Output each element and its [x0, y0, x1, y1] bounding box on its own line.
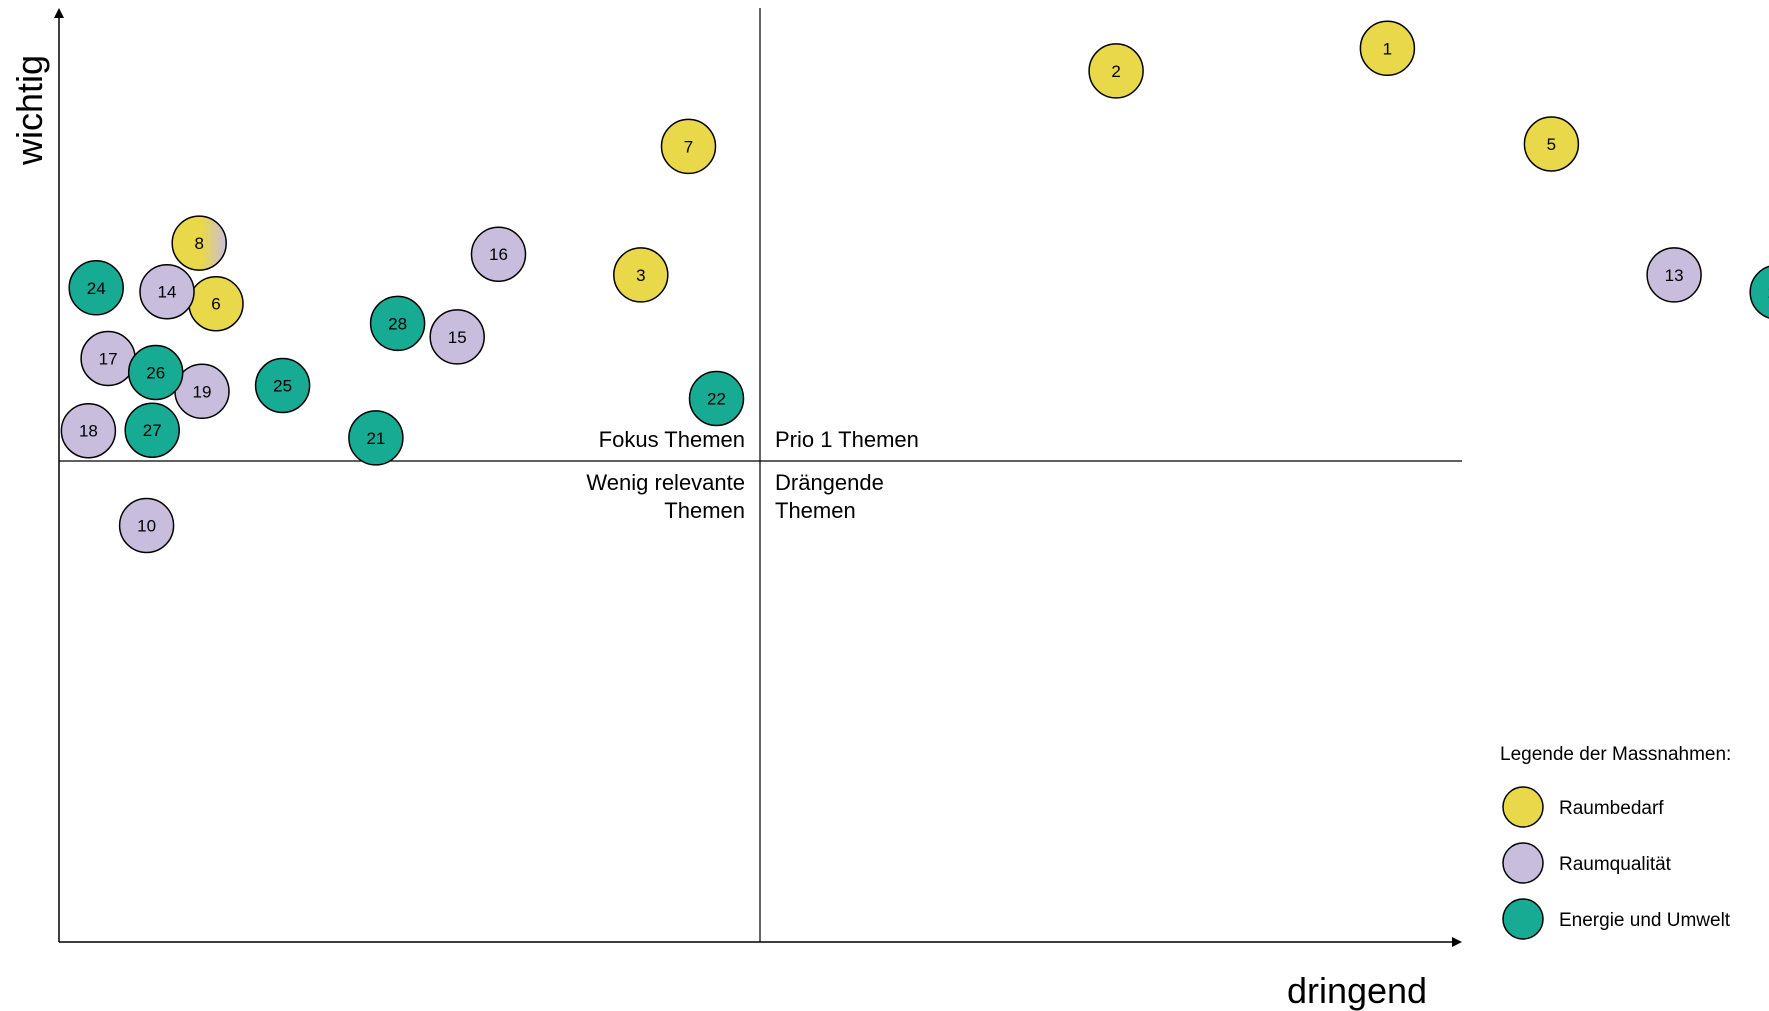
data-point-label-17: 17 — [99, 350, 118, 369]
data-point-label-25: 25 — [273, 377, 292, 396]
data-point-label-3: 3 — [636, 266, 645, 285]
quadrant-label-top-left: Fokus Themen — [599, 427, 745, 452]
data-point-label-19: 19 — [193, 382, 212, 401]
legend-swatch-energie — [1502, 898, 1544, 940]
data-point-label-26: 26 — [146, 364, 165, 383]
quadrant-label-bottom-left-line2: Themen — [664, 498, 745, 523]
data-point-label-1: 1 — [1383, 39, 1392, 58]
data-point-7 — [660, 118, 717, 175]
data-point-label-15: 15 — [448, 328, 467, 347]
data-point-label-8: 8 — [194, 234, 203, 253]
legend-label-raumbedarf: Raumbedarf — [1559, 798, 1664, 819]
data-point-24 — [68, 260, 124, 316]
data-point-13 — [1646, 247, 1702, 303]
data-point-label-22: 22 — [707, 390, 726, 409]
data-point-label-28: 28 — [388, 314, 407, 333]
data-point-16 — [470, 226, 527, 282]
data-point-label-5: 5 — [1547, 135, 1556, 154]
data-point-label-27: 27 — [143, 421, 162, 440]
data-point-label-18: 18 — [79, 422, 98, 441]
data-point-26 — [127, 344, 184, 401]
x-axis-title: dringend — [1287, 970, 1427, 1011]
data-point-27 — [124, 402, 180, 458]
data-point-15 — [429, 309, 485, 365]
legend-label-raumqualitaet: Raumqualität — [1559, 854, 1672, 875]
data-point-18 — [60, 402, 117, 459]
data-point-1 — [1359, 20, 1416, 77]
data-point-label-16: 16 — [489, 245, 508, 264]
data-point-28 — [369, 295, 426, 352]
data-point-label-24: 24 — [87, 279, 106, 298]
data-point-22 — [688, 370, 745, 427]
data-point-label-6: 6 — [211, 295, 220, 314]
data-point-label-21: 21 — [366, 429, 385, 448]
legend-title: Legende der Massnahmen: — [1500, 744, 1731, 765]
data-point-10 — [118, 497, 175, 554]
data-point-8 — [171, 215, 227, 271]
quadrant-label-bottom-right-line2: Themen — [775, 498, 856, 523]
legend-swatch-raumbedarf — [1502, 786, 1544, 828]
legend-label-energie: Energie und Umwelt — [1559, 910, 1731, 931]
data-point-3 — [613, 247, 669, 303]
data-point-label-13: 13 — [1665, 266, 1684, 285]
data-point-label-23: 23 — [1768, 283, 1769, 302]
data-points: 1234567891011121314151617181920212223242… — [60, 20, 1769, 554]
quadrant-label-bottom-right-line1: Drängende — [775, 470, 884, 495]
quadrant-label-bottom-left-line1: Wenig relevante — [586, 470, 745, 495]
legend: Legende der Massnahmen: Raumbedarf Raumq… — [1500, 744, 1731, 940]
data-point-label-2: 2 — [1111, 62, 1120, 81]
legend-swatch-raumqualitaet — [1502, 842, 1544, 884]
data-point-5 — [1523, 116, 1580, 172]
y-axis-title: wichtig — [9, 55, 50, 166]
data-point-14 — [139, 263, 195, 320]
data-point-25 — [254, 357, 311, 414]
data-point-21 — [348, 410, 404, 466]
quadrant-label-top-right: Prio 1 Themen — [775, 427, 919, 452]
data-point-label-7: 7 — [684, 137, 693, 156]
data-point-label-10: 10 — [137, 517, 156, 536]
data-point-23 — [1749, 265, 1769, 319]
data-point-2 — [1088, 43, 1144, 99]
data-point-label-14: 14 — [158, 283, 177, 302]
